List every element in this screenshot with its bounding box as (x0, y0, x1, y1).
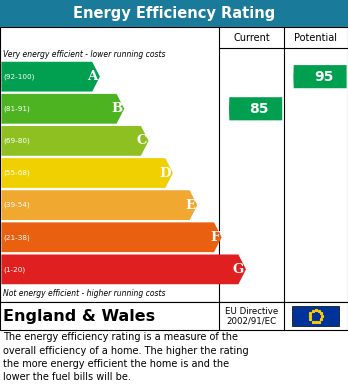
Text: The energy efficiency rating is a measure of the
overall efficiency of a home. T: The energy efficiency rating is a measur… (3, 332, 248, 382)
Polygon shape (1, 126, 149, 156)
Text: F: F (210, 231, 220, 244)
Polygon shape (1, 190, 197, 220)
Text: Not energy efficient - higher running costs: Not energy efficient - higher running co… (3, 289, 165, 298)
Polygon shape (293, 65, 347, 88)
Text: Current: Current (233, 32, 270, 43)
Text: D: D (159, 167, 171, 179)
Polygon shape (1, 222, 222, 252)
Text: E: E (185, 199, 195, 212)
Polygon shape (1, 255, 246, 284)
Text: (39-54): (39-54) (3, 202, 30, 208)
Polygon shape (1, 158, 173, 188)
Polygon shape (1, 94, 124, 124)
Text: B: B (111, 102, 122, 115)
Text: 85: 85 (249, 102, 269, 116)
Text: 95: 95 (314, 70, 333, 84)
Text: England & Wales: England & Wales (3, 308, 156, 324)
Text: C: C (136, 135, 147, 147)
Polygon shape (229, 97, 282, 120)
Bar (0, 302, 348, 330)
Text: Potential: Potential (294, 32, 337, 43)
Text: (55-68): (55-68) (3, 170, 30, 176)
Bar (0, 0, 348, 27)
Text: (1-20): (1-20) (3, 266, 26, 273)
Text: (81-91): (81-91) (3, 106, 30, 112)
Text: (69-80): (69-80) (3, 138, 30, 144)
Text: (92-100): (92-100) (3, 74, 35, 80)
Text: (21-38): (21-38) (3, 234, 30, 240)
Bar (292, 307, 339, 326)
Text: 2002/91/EC: 2002/91/EC (226, 316, 277, 325)
Polygon shape (1, 62, 100, 91)
Text: A: A (88, 70, 98, 83)
Text: Very energy efficient - lower running costs: Very energy efficient - lower running co… (3, 50, 165, 59)
Text: EU Directive: EU Directive (225, 307, 278, 316)
Text: Energy Efficiency Rating: Energy Efficiency Rating (73, 6, 275, 21)
Bar (0, 27, 348, 302)
Text: G: G (233, 263, 244, 276)
